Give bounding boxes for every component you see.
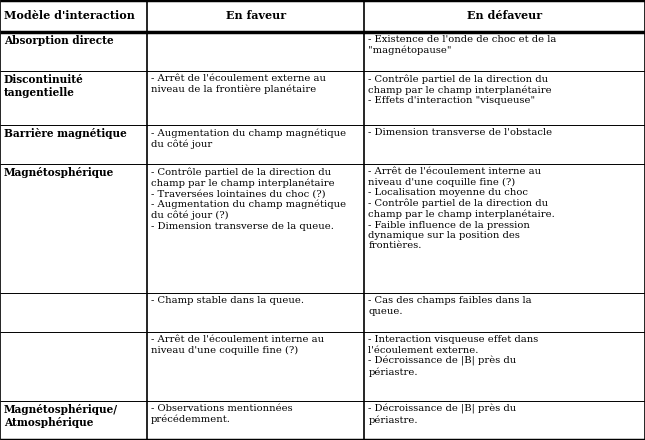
Text: - Existence de l'onde de choc et de la
"magnétopause": - Existence de l'onde de choc et de la "… xyxy=(368,35,557,55)
Text: - Augmentation du champ magnétique
du côté jour: - Augmentation du champ magnétique du cô… xyxy=(151,128,346,149)
Text: - Contrôle partiel de la direction du
champ par le champ interplanétaire
- Effet: - Contrôle partiel de la direction du ch… xyxy=(368,74,552,105)
Text: - Arrêt de l'écoulement interne au
niveau d'une coquille fine (?)
- Localisation: - Arrêt de l'écoulement interne au nivea… xyxy=(368,167,555,250)
Text: Absorption directe: Absorption directe xyxy=(4,35,114,46)
Text: - Contrôle partiel de la direction du
champ par le champ interplanétaire
- Trave: - Contrôle partiel de la direction du ch… xyxy=(151,167,346,231)
Text: Discontinuité
tangentielle: Discontinuité tangentielle xyxy=(4,74,84,98)
Text: En faveur: En faveur xyxy=(226,10,286,21)
Text: - Arrêt de l'écoulement externe au
niveau de la frontière planétaire: - Arrêt de l'écoulement externe au nivea… xyxy=(151,74,326,94)
Text: - Dimension transverse de l'obstacle: - Dimension transverse de l'obstacle xyxy=(368,128,552,137)
Text: Magnétosphérique: Magnétosphérique xyxy=(4,167,114,178)
Text: - Cas des champs faibles dans la
queue.: - Cas des champs faibles dans la queue. xyxy=(368,297,532,316)
Text: - Interaction visqueuse effet dans
l'écoulement externe.
- Décroissance de |B| p: - Interaction visqueuse effet dans l'éco… xyxy=(368,335,539,378)
Text: - Arrêt de l'écoulement interne au
niveau d'une coquille fine (?): - Arrêt de l'écoulement interne au nivea… xyxy=(151,335,324,355)
Text: - Observations mentionnées
précédemment.: - Observations mentionnées précédemment. xyxy=(151,404,293,425)
Text: Magnétosphérique/
Atmosphérique: Magnétosphérique/ Atmosphérique xyxy=(4,404,118,428)
Text: - Champ stable dans la queue.: - Champ stable dans la queue. xyxy=(151,297,304,305)
Text: En défaveur: En défaveur xyxy=(467,10,542,21)
Text: Modèle d'interaction: Modèle d'interaction xyxy=(4,10,135,21)
Text: Barrière magnétique: Barrière magnétique xyxy=(4,128,126,139)
Text: - Décroissance de |B| près du
périastre.: - Décroissance de |B| près du périastre. xyxy=(368,404,517,425)
